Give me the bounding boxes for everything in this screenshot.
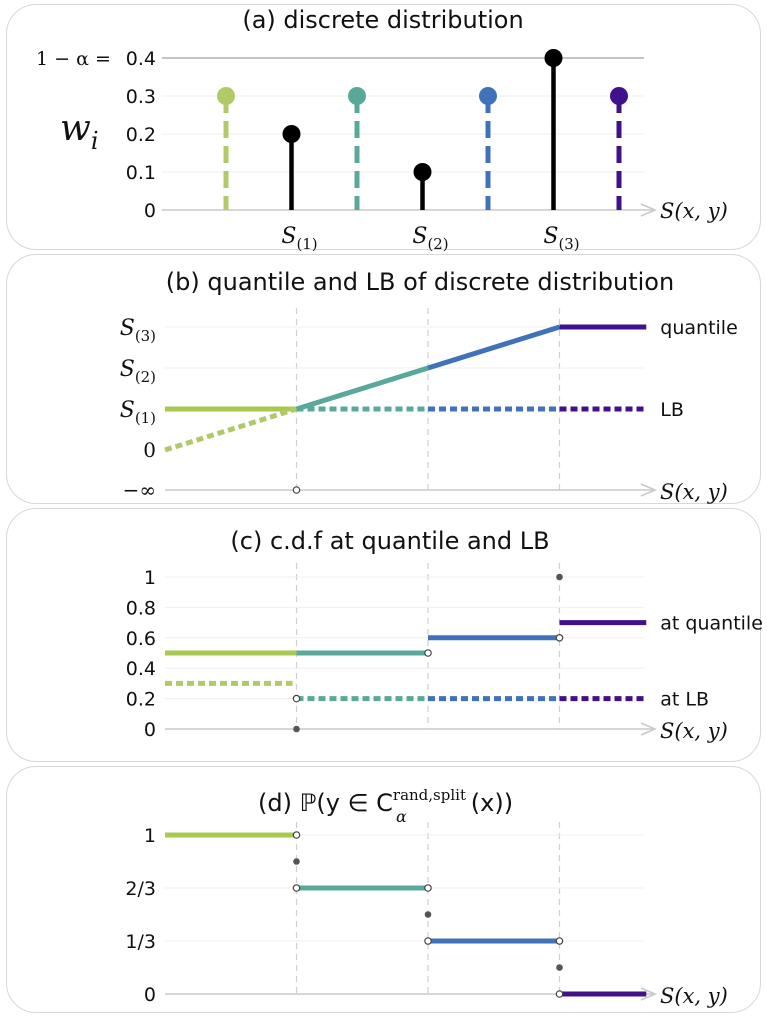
panel-b-lb-segment [164,406,298,453]
panel-d-filled-marker [556,964,563,971]
panel-d-title: (d) ℙ(y ∈ Crand,split α (x)) [258,786,513,826]
panel-c-ytick: 1 [144,567,156,589]
panel-a-stem-head [348,87,366,105]
panel-d-ytick: 1/3 [125,931,156,953]
panel-a [6,4,761,250]
panel-d-open-marker [424,937,432,945]
panel-c-filled-marker [293,725,300,733]
panel-b-x-axis-arrowhead [640,483,658,497]
panel-d-x-axis-arrowhead [640,987,658,1001]
panel-d-open-marker [555,937,564,945]
panel-a-xtick-label: S(2) [412,224,448,253]
panel-c-filled-marker [556,573,563,581]
panel-d-open-marker [424,884,432,892]
panel-c-ytick: 0.2 [126,689,156,711]
panel-d-open-marker [292,831,301,839]
panel-c-open-marker [424,649,432,657]
panel-c-open-marker [292,694,301,703]
panel-b-ytick: 0 [143,438,156,462]
panel-d-open-marker [555,990,564,998]
panel-a-stem-head [282,125,301,143]
panel-c-title: (c) c.d.f at quantile and LB [230,527,549,555]
panel-b-ytick: S(3) [120,316,156,345]
panel-d-ytick: 2/3 [125,878,156,900]
panel-c-series-label: at quantile [660,613,763,635]
panel-b-xlabel: S(x, y) [660,480,728,504]
panel-c-open-marker [555,633,564,642]
panel-a-stem-head [544,49,563,67]
panel-a-ytick: 0.1 [126,162,156,184]
panel-a-xtick-label: S(3) [543,224,579,253]
panel-b-ytick: S(2) [120,357,156,386]
panel-d-open-marker [292,884,301,892]
panel-a-title: (a) discrete distribution [242,6,523,34]
panel-a-stem-head [217,87,235,105]
panel-c-ytick: 0.6 [126,628,156,650]
panel-c-ytick: 0 [144,719,156,741]
panel-a-ytick: 0.4 [126,48,156,70]
panel-a-ytick: 0.3 [126,86,156,108]
panel-b [6,254,761,504]
panel-d-filled-marker [293,858,300,865]
panel-a-xlabel: S(x, y) [660,199,728,223]
panel-b-series-label: LB [660,399,684,421]
panel-a-stem-head [413,163,432,181]
panel-b-open-marker [292,486,301,494]
panel-c-xlabel: S(x, y) [660,719,728,743]
panel-c-series-label: at LB [660,689,709,711]
panel-a-ytick: 0.2 [126,124,156,146]
panel-a-stem-head [479,87,497,105]
panel-a-ytick: 0 [144,200,156,222]
panel-b-series-label: quantile [660,317,737,339]
panel-c-x-axis-arrowhead [640,722,658,736]
panel-a-x-axis-arrowhead [640,203,658,217]
panel-b-ytick: S(1) [120,398,156,427]
panel-b-quantile-segment [295,365,429,412]
panel-c-ytick: 0.4 [126,658,156,680]
panel-a-xtick-label: S(1) [281,224,317,253]
panel-b-quantile-segment [427,324,561,371]
panel-b-ytick: −∞ [123,478,156,502]
panel-d-ytick: 0 [144,984,156,1006]
panel-a-threshold-label: 1 − α = [36,48,111,70]
panel-d-filled-marker [424,911,432,918]
panel-d-xlabel: S(x, y) [660,984,728,1008]
panel-c-ytick: 0.8 [126,597,156,619]
panel-b-title: (b) quantile and LB of discrete distribu… [166,268,674,296]
panel-a-stem-head [610,87,628,105]
panel-d-ytick: 1 [144,825,156,847]
panel-a-ylabel: wi [60,108,99,155]
panel-c [6,508,761,762]
